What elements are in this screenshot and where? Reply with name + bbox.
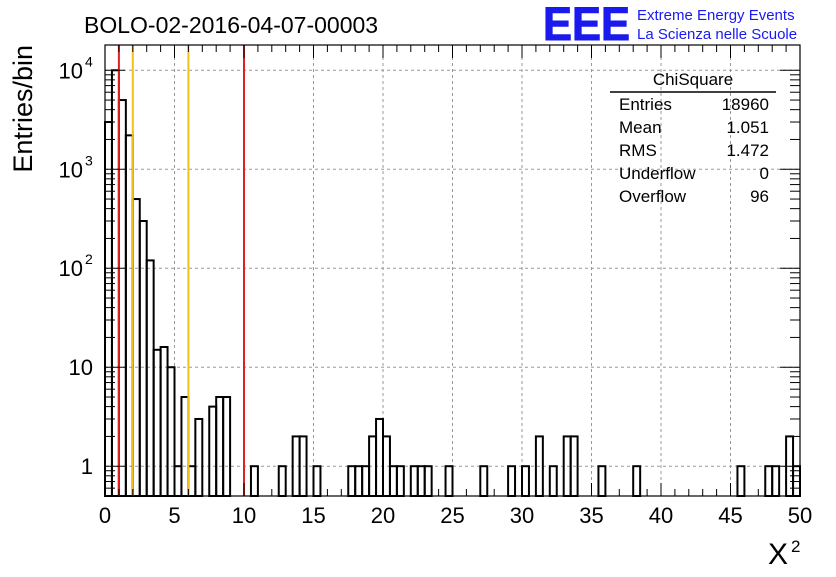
x-tick-label: 25 bbox=[440, 503, 464, 528]
y-tick-label-exponent: 3 bbox=[85, 152, 93, 168]
logo-line-1: Extreme Energy Events bbox=[637, 7, 795, 24]
y-tick-label: 1 bbox=[81, 454, 93, 479]
x-tick-label: 50 bbox=[788, 503, 812, 528]
y-tick-label: 10 bbox=[69, 355, 93, 380]
y-tick-label-exponent: 4 bbox=[85, 53, 93, 69]
x-tick-label: 5 bbox=[168, 503, 180, 528]
y-tick-label-base: 10 bbox=[59, 256, 83, 281]
stats-value: 96 bbox=[750, 187, 769, 206]
x-axis: 0 5 10 15 20 25 30 35 40 45 50 bbox=[99, 45, 812, 528]
x-tick-label: 40 bbox=[649, 503, 673, 528]
y-tick-label-base: 10 bbox=[59, 157, 83, 182]
stats-label: Mean bbox=[619, 118, 662, 137]
stats-value: 18960 bbox=[722, 95, 769, 114]
stats-box-title: ChiSquare bbox=[653, 70, 733, 89]
x-tick-label: 30 bbox=[510, 503, 534, 528]
eee-logo-mark: EEE bbox=[543, 0, 630, 50]
y-tick-label: 10 2 bbox=[59, 251, 93, 281]
stats-row-mean: Mean 1.051 bbox=[619, 118, 769, 137]
stats-label: Underflow bbox=[619, 164, 696, 183]
stats-label: Overflow bbox=[619, 187, 687, 206]
stats-label: RMS bbox=[619, 141, 657, 160]
x-tick-label: 45 bbox=[718, 503, 742, 528]
stats-row-rms: RMS 1.472 bbox=[619, 141, 769, 160]
y-axis-label: Entries/bin bbox=[8, 45, 38, 173]
y-tick-label: 10 3 bbox=[59, 152, 93, 182]
chart-title: BOLO-02-2016-04-07-00003 bbox=[84, 12, 378, 38]
stats-value: 1.051 bbox=[726, 118, 769, 137]
stats-box: ChiSquare Entries 18960 Mean 1.051 RMS 1… bbox=[610, 70, 776, 206]
y-tick-label-exponent: 2 bbox=[85, 251, 93, 267]
eee-logo: EEE Extreme Energy Events La Scienza nel… bbox=[543, 0, 798, 51]
x-axis-label: X 2 bbox=[768, 537, 800, 571]
x-tick-label: 0 bbox=[99, 503, 111, 528]
x-axis-label-superscript: 2 bbox=[791, 537, 800, 556]
x-axis-label-base: X bbox=[768, 538, 788, 571]
x-tick-label: 35 bbox=[579, 503, 603, 528]
x-tick-label: 20 bbox=[371, 503, 395, 528]
stats-row-underflow: Underflow 0 bbox=[619, 164, 769, 183]
stats-row-entries: Entries 18960 bbox=[619, 95, 769, 114]
y-tick-label: 10 4 bbox=[59, 53, 93, 83]
stats-label: Entries bbox=[619, 95, 672, 114]
y-tick-label-base: 10 bbox=[59, 58, 83, 83]
stats-row-overflow: Overflow 96 bbox=[619, 187, 769, 206]
stats-value: 0 bbox=[760, 164, 769, 183]
stats-value: 1.472 bbox=[726, 141, 769, 160]
grid bbox=[105, 45, 800, 496]
logo-line-2: La Scienza nelle Scuole bbox=[637, 26, 797, 43]
reference-lines bbox=[117, 45, 245, 496]
y-tick-label-base: 10 bbox=[69, 355, 93, 380]
y-tick-label-base: 1 bbox=[81, 454, 93, 479]
x-tick-label: 15 bbox=[301, 503, 325, 528]
x-tick-label: 10 bbox=[232, 503, 256, 528]
